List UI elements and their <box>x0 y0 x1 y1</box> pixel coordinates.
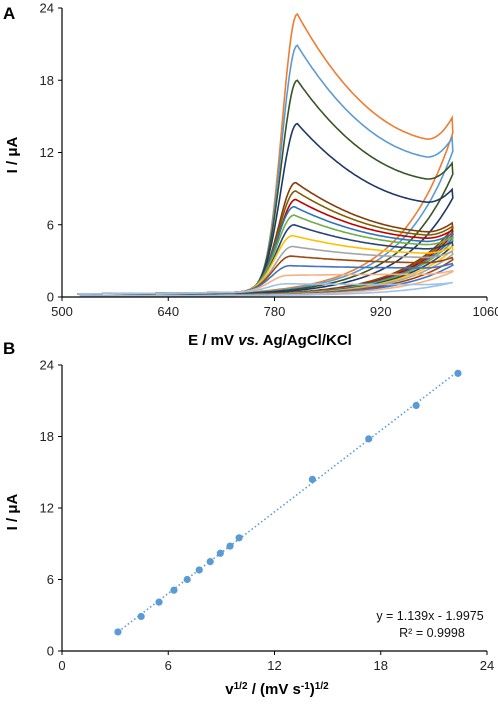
b-y-tick-label: 0 <box>47 644 54 659</box>
data-point <box>412 401 420 410</box>
b-y-tick-label: 6 <box>47 572 54 587</box>
cv-curve-3 <box>77 79 454 297</box>
data-point <box>155 598 163 606</box>
panel-label-a: A <box>3 4 15 23</box>
b-y-axis-title: I / μA <box>4 493 21 530</box>
b-x-tick-label: 0 <box>58 658 65 673</box>
data-point <box>216 549 224 557</box>
b-x-axis-title: v1/2 / (mV s-1)1/2 <box>225 681 329 699</box>
a-y-tick-label: 0 <box>47 290 54 305</box>
data-point <box>170 586 178 594</box>
data-point <box>454 369 462 377</box>
b-y-tick-label: 12 <box>40 501 54 516</box>
b-x-tick-label: 6 <box>165 658 172 673</box>
data-point <box>235 534 243 542</box>
data-point <box>195 566 203 574</box>
a-axes <box>58 7 488 301</box>
a-curves <box>77 12 455 297</box>
data-point <box>308 475 316 483</box>
a-x-tick-label: 780 <box>264 304 286 319</box>
b-x-tick-label: 24 <box>480 658 494 673</box>
data-point <box>137 612 145 621</box>
b-x-tick-label: 12 <box>267 658 281 673</box>
chart-panel-b: 0 6 12 18 24 0 6 12 18 24 y = 1.139x - 1.9975 R² … <box>4 358 494 699</box>
b-tick-labels: 0 6 12 18 24 0 6 12 18 24 <box>40 358 495 674</box>
a-tick-labels: 500 640 780 920 1060 0 6 12 18 24 <box>40 1 498 320</box>
data-point <box>114 628 122 636</box>
b-axes <box>58 364 488 655</box>
cv-curve-16 <box>77 281 454 297</box>
b-y-tick-label: 18 <box>40 429 54 444</box>
data-point <box>365 435 373 443</box>
trendline <box>114 368 461 635</box>
data-point <box>226 542 234 550</box>
b-y-tick-label: 24 <box>40 358 54 373</box>
a-x-axis-title: E / mV vs. Ag/AgCl/KCl <box>188 332 352 349</box>
a-x-tick-label: 920 <box>370 304 392 319</box>
a-y-tick-label: 18 <box>40 73 54 88</box>
a-x-tick-label: 1060 <box>473 304 498 319</box>
b-x-tick-label: 18 <box>374 658 388 673</box>
a-y-axis-title: I / μA <box>4 136 21 173</box>
data-point <box>206 558 214 566</box>
trendline-equation: y = 1.139x - 1.9975 <box>376 609 483 623</box>
a-x-tick-label: 640 <box>157 304 179 319</box>
chart-panel-a: 500 640 780 920 1060 0 6 12 18 24 E / mV vs. Ag/A… <box>4 1 498 350</box>
b-points <box>114 369 462 636</box>
a-y-tick-label: 6 <box>47 217 54 232</box>
panel-label-b: B <box>3 339 15 358</box>
data-point <box>183 575 191 584</box>
b-trendline <box>114 368 461 635</box>
r-squared: R² = 0.9998 <box>399 626 465 640</box>
a-x-tick-label: 500 <box>51 304 73 319</box>
a-y-tick-label: 24 <box>40 1 54 16</box>
a-y-tick-label: 12 <box>40 145 54 160</box>
